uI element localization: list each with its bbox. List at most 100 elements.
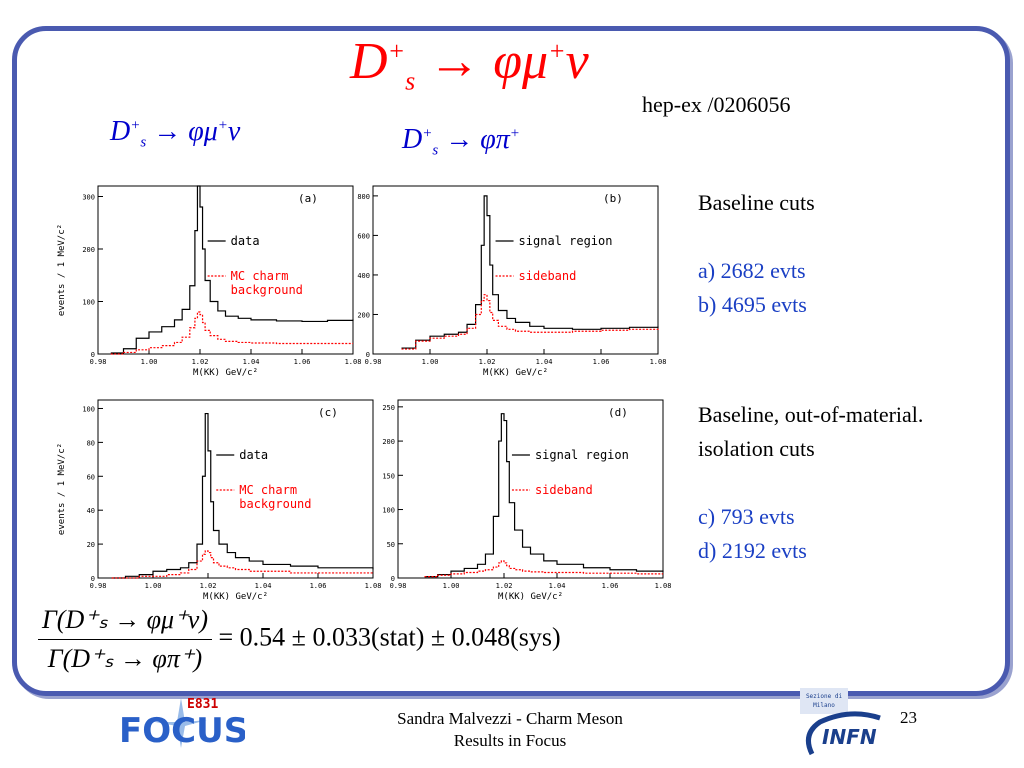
panel-tag: (d) [608, 406, 628, 419]
footer-line-1: Sandra Malvezzi - Charm Meson [397, 709, 623, 728]
panel-tag: (a) [298, 192, 318, 205]
footer-line-2: Results in Focus [453, 731, 567, 750]
infn-logo-small-1: Sezione di [806, 693, 843, 700]
slide-footer: Sandra Malvezzi - Charm Meson Results in… [355, 708, 665, 752]
legend-label: sideband [519, 269, 577, 283]
ratio-denominator: Γ(D⁺ₛ → φπ⁺) [47, 644, 203, 673]
y-tick-label: 400 [357, 272, 370, 280]
series-primary-line [401, 195, 659, 349]
y-tick-label: 0 [91, 351, 95, 359]
panel-tag: (c) [318, 406, 338, 419]
baseline-heading: Baseline cuts [698, 190, 815, 215]
x-tick-label: 0.98 [390, 582, 407, 590]
focus-logo: E831 FOCUS [119, 697, 245, 751]
legend-label: data [239, 448, 268, 462]
y-tick-label: 200 [357, 311, 370, 319]
x-tick-label: 0.98 [90, 358, 107, 366]
legend-label: MC charm background [231, 269, 303, 297]
x-tick-label: 1.08 [655, 582, 672, 590]
series-secondary-line [424, 560, 663, 578]
panel-frame [372, 185, 659, 355]
histogram-panel-2: 0.98 1.00 1.02 1.04 1.06 1.08 0 200 400 600 800 M(K… [357, 185, 667, 378]
histogram-figure: 0.98 1.00 1.02 1.04 1.06 1.080100200300M(KK) … [57, 185, 672, 600]
series-secondary-line [110, 311, 353, 355]
legend-label: sideband [535, 483, 593, 497]
x-tick-label: 1.08 [365, 582, 382, 590]
y-tick-label: 0 [391, 575, 395, 583]
series-secondary-line [111, 550, 373, 579]
focus-logo-name: FOCUS [119, 711, 245, 751]
y-tick-label: 80 [87, 439, 95, 447]
panel-frame [97, 185, 354, 355]
y-tick-label: 50 [387, 541, 395, 549]
x-axis-label: M(KK) GeV/c² [193, 368, 258, 378]
histogram-panel-4: 0.98 1.00 1.02 1.04 1.06 1.08 0 50 100 150 200 250 M… [382, 399, 672, 600]
x-tick-label: 1.02 [479, 358, 496, 366]
isolation-count-d: d) 2192 evts [698, 538, 807, 563]
slide-frame [12, 26, 1010, 696]
legend-label: signal region [519, 234, 613, 248]
panel-frame [397, 399, 664, 579]
x-tick-label: 0.98 [365, 358, 382, 366]
x-tick-label: 1.00 [145, 582, 162, 590]
x-tick-label: 1.02 [192, 358, 209, 366]
x-tick-label: 1.08 [345, 358, 362, 366]
y-tick-label: 600 [357, 232, 370, 240]
y-tick-label: 300 [82, 194, 95, 202]
paper-reference: hep-ex /0206056 [642, 92, 791, 117]
infn-logo-small-2: Milano [813, 702, 835, 709]
left-column-label: D+s → φμ+ν [110, 116, 241, 151]
isolation-heading-line1: Baseline, out-of-material. [698, 402, 924, 427]
x-tick-label: 1.04 [549, 582, 566, 590]
y-tick-label: 250 [382, 404, 395, 412]
y-tick-label: 100 [82, 299, 95, 307]
isolation-count-c: c) 793 evts [698, 504, 795, 529]
y-tick-label: 150 [382, 472, 395, 480]
x-tick-label: 1.02 [200, 582, 217, 590]
y-axis-label: events / 1 MeV/c² [57, 443, 67, 535]
histogram-panel-3: 0.98 1.00 1.02 1.04 1.06 1.08 0 20 40 60 80 100 M(KK… [57, 399, 382, 600]
page-number: 23 [900, 708, 917, 727]
x-tick-label: 1.02 [496, 582, 513, 590]
infn-logo: Sezione di Milano INFN [800, 688, 881, 756]
x-tick-label: 1.08 [650, 358, 667, 366]
ratio-fraction: Γ(D⁺ₛ → φμ⁺ν) Γ(D⁺ₛ → φπ⁺) [38, 605, 213, 674]
x-tick-label: 1.06 [294, 358, 311, 366]
series-primary-line [110, 185, 354, 354]
x-axis-label: M(KK) GeV/c² [483, 368, 548, 378]
legend-label: data [231, 234, 260, 248]
right-column-label: D+s → φπ+ [402, 124, 520, 159]
y-tick-label: 20 [87, 541, 95, 549]
y-axis-label: events / 1 MeV/c² [57, 224, 67, 316]
slide-title: D+s → φμ+ν [350, 33, 589, 96]
x-tick-label: 1.04 [536, 358, 553, 366]
histogram-panel-1: 0.98 1.00 1.02 1.04 1.06 1.08 0 100 200 300 M(KK) … [57, 185, 362, 378]
y-tick-label: 800 [357, 193, 370, 201]
y-tick-label: 200 [382, 438, 395, 446]
x-axis-label: M(KK) GeV/c² [498, 592, 563, 600]
y-tick-label: 60 [87, 473, 95, 481]
baseline-count-a: a) 2682 evts [698, 258, 806, 283]
baseline-count-b: b) 4695 evts [698, 292, 807, 317]
ratio-formula: Γ(D⁺ₛ → φμ⁺ν) Γ(D⁺ₛ → φπ⁺) = 0.54 ± 0.03… [38, 605, 561, 674]
infn-logo-name: INFN [822, 725, 877, 749]
x-tick-label: 1.00 [422, 358, 439, 366]
legend-label: signal region [535, 448, 629, 462]
y-tick-label: 200 [82, 246, 95, 254]
focus-logo-tag: E831 [187, 697, 218, 712]
x-tick-label: 1.04 [243, 358, 260, 366]
panel-frame [97, 399, 374, 579]
x-tick-label: 1.06 [593, 358, 610, 366]
y-tick-label: 0 [366, 351, 370, 359]
y-tick-label: 100 [82, 405, 95, 413]
x-tick-label: 1.06 [310, 582, 327, 590]
x-tick-label: 1.06 [602, 582, 619, 590]
series-primary-line [111, 412, 374, 579]
series-secondary-line [401, 294, 659, 350]
x-tick-label: 0.98 [90, 582, 107, 590]
y-tick-label: 0 [91, 575, 95, 583]
x-tick-label: 1.00 [141, 358, 158, 366]
x-tick-label: 1.00 [443, 582, 460, 590]
series-primary-line [424, 413, 664, 578]
panel-tag: (b) [603, 192, 623, 205]
